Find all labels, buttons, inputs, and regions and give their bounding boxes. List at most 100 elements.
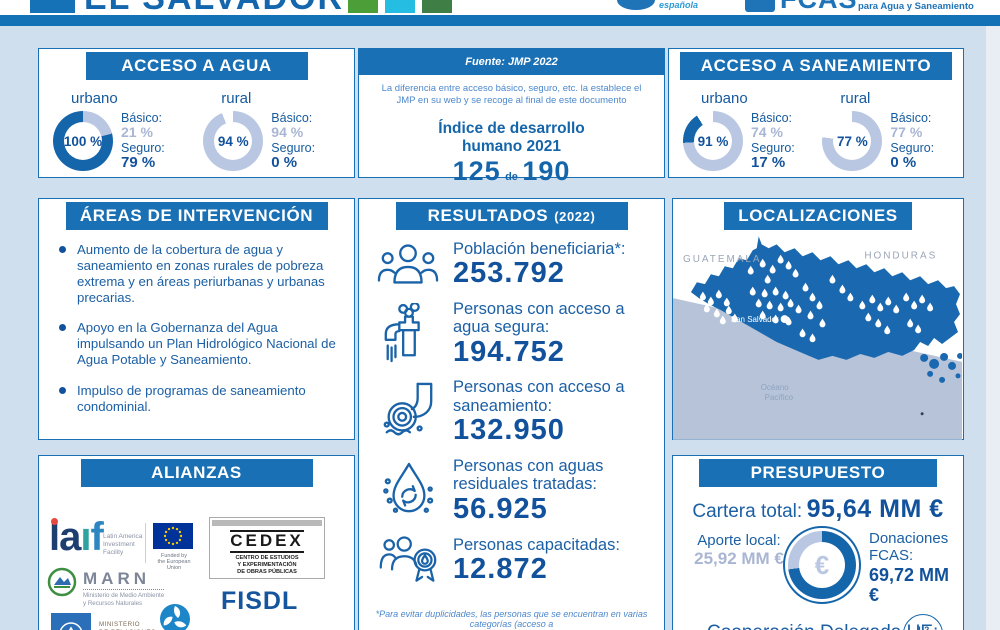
resultados-footnote: *Para evitar duplicidades, las personas … bbox=[375, 609, 648, 629]
cartera-total: Cartera total: 95,64 MM € bbox=[673, 495, 963, 524]
page-header: EL SALVADOR española FCAS para Agua y Sa… bbox=[0, 0, 1000, 15]
areas-title: ÁREAS DE INTERVENCIÓN bbox=[65, 202, 328, 230]
presupuesto-title: PRESUPUESTO bbox=[699, 459, 937, 487]
san-salvador-marker bbox=[780, 315, 789, 324]
cedex-subtitle: CENTRO DE ESTUDIOS Y EXPERIMENTACIÓN DE … bbox=[235, 554, 299, 575]
donut-agua-rural: 94 % bbox=[203, 111, 264, 171]
san-salvador-label: San Salvador bbox=[731, 315, 779, 324]
marn-label: MARN bbox=[83, 569, 150, 588]
basico-value: 21 % bbox=[121, 124, 153, 140]
trained-people-icon bbox=[375, 535, 441, 585]
cedex-logo: CEDEX CENTRO DE ESTUDIOS Y EXPERIMENTACI… bbox=[209, 517, 325, 579]
acceso-agua-title: ACCESO A AGUA bbox=[85, 52, 308, 80]
donaciones-value: 69,72 MM € bbox=[869, 564, 950, 606]
resultados-title: RESULTADOS (2022) bbox=[395, 202, 628, 230]
oceano-label: Océano bbox=[761, 383, 789, 392]
areas-intervencion-panel: ÁREAS DE INTERVENCIÓN Aumento de la cobe… bbox=[38, 198, 355, 440]
sewer-pipe-icon bbox=[375, 382, 441, 442]
guatemala-label: GUATEMALA bbox=[683, 254, 762, 265]
donut-center-value: 77 % bbox=[836, 133, 868, 149]
pacific-ocean bbox=[673, 298, 962, 440]
delegada-value-circle: 1,2 MM € bbox=[903, 614, 943, 630]
resultado-label: Personas capacitadas: bbox=[453, 535, 620, 554]
el-salvador-shape bbox=[690, 236, 961, 360]
donut-center-value: 100 % bbox=[63, 133, 103, 149]
acceso-agua-panel: ACCESO A AGUA urbano 100 % Básico: 21 % … bbox=[38, 48, 355, 178]
seguro-label: Seguro: bbox=[751, 140, 795, 155]
basico-value: 94 % bbox=[271, 124, 304, 140]
idh-rank-value: 125 bbox=[452, 156, 501, 187]
seguro-label: Seguro: bbox=[271, 140, 316, 155]
cartera-value: 95,64 MM € bbox=[806, 495, 944, 523]
seguro-value: 0 % bbox=[890, 153, 917, 171]
fonseca-islands bbox=[920, 352, 962, 416]
donut-center-value: 91 % bbox=[697, 133, 729, 149]
laif-logo: laı f bbox=[49, 515, 104, 559]
resultado-value: 56.925 bbox=[453, 492, 548, 525]
laif-i-dot bbox=[51, 518, 58, 525]
marn-emblem-icon bbox=[47, 567, 77, 597]
area-item: Aumento de la cobertura de agua y saneam… bbox=[53, 242, 344, 305]
saneamiento-rural-group: rural 77 % Básico: 77 % Seguro: 0 % bbox=[822, 88, 951, 171]
ministerio-exteriores-label: MINISTERIO DE RELACIONES EXTERIORES bbox=[99, 621, 155, 630]
cooperacion-delegada: Cooperación Delegada UE: 1,2 MM € bbox=[673, 614, 963, 630]
acceso-saneamiento-panel: ACCESO A SANEAMIENTO urbano 91 % Básico:… bbox=[668, 48, 964, 178]
group-name: urbano bbox=[701, 90, 748, 107]
gobierno-logo bbox=[51, 613, 91, 630]
aporte-value: 25,92 MM € bbox=[694, 549, 784, 569]
idh-title: Índice de desarrollo humano 2021 bbox=[438, 119, 585, 155]
idh-rank: 125 de 190 bbox=[452, 156, 571, 187]
resultado-poblacion: Población beneficiaria*: 253.792 bbox=[375, 240, 656, 289]
resultado-agua-segura: Personas con acceso a agua segura: 194.7… bbox=[375, 300, 656, 367]
bid-label: BID bbox=[253, 625, 298, 630]
resultados-panel: RESULTADOS (2022) Población beneficiaria*… bbox=[358, 198, 665, 630]
cooperacion-espanola-icon bbox=[617, 0, 655, 10]
donaciones-fcas: Donaciones FCAS: 69,72 MM € bbox=[869, 530, 961, 606]
area-item: Impulso de programas de saneamiento cond… bbox=[53, 383, 344, 415]
resultados-year: (2022) bbox=[554, 208, 596, 224]
page-right-margin bbox=[986, 26, 1000, 630]
aecid-flag-icon bbox=[30, 0, 75, 13]
sdg-icon bbox=[422, 0, 452, 13]
fcas-label: FCAS bbox=[780, 0, 858, 15]
seguro-value: 79 % bbox=[121, 153, 156, 171]
group-name: urbano bbox=[71, 90, 118, 107]
laif-subtitle: Latin America Investment Facility bbox=[103, 533, 143, 557]
sdg-icon bbox=[385, 0, 415, 13]
resultado-aguas-residuales: Personas con aguas residuales tratadas: … bbox=[375, 457, 656, 524]
basico-value: 74 % bbox=[751, 124, 783, 140]
water-recycle-icon bbox=[375, 460, 441, 520]
people-group-icon bbox=[375, 241, 441, 287]
basico-label: Básico: bbox=[121, 111, 162, 125]
localizaciones-panel: LOCALIZACIONES GUATEMALA HONDURAS San Sa… bbox=[672, 198, 964, 440]
fisdl-logo: FISDL bbox=[221, 587, 299, 615]
aporte-local: Aporte local: 25,92 MM € bbox=[683, 532, 795, 569]
alianzas-title: ALIANZAS bbox=[80, 459, 313, 487]
euro-icon: € bbox=[814, 549, 830, 580]
group-name: rural bbox=[840, 90, 871, 107]
basico-label: Básico: bbox=[751, 111, 792, 125]
basico-label: Básico: bbox=[890, 111, 932, 125]
fcas-tagline: para Agua y Saneamiento bbox=[858, 1, 974, 12]
anda-emblem-icon bbox=[159, 603, 191, 630]
honduras-label: HONDURAS bbox=[864, 250, 937, 261]
donut-saneamiento-urbano: 91 % bbox=[683, 111, 743, 171]
donut-agua-urbano: 100 % bbox=[53, 111, 113, 171]
eu-flag-icon bbox=[153, 523, 193, 549]
donut-center-value: 94 % bbox=[217, 133, 249, 149]
alianzas-panel: ALIANZAS laı f Latin America Investment F… bbox=[38, 455, 355, 630]
resultado-value: 12.872 bbox=[453, 553, 548, 586]
cooperacion-espanola-label: española bbox=[659, 0, 699, 10]
sdg-icon bbox=[348, 0, 378, 13]
basico-label: Básico: bbox=[271, 111, 313, 125]
seguro-label: Seguro: bbox=[890, 140, 935, 155]
acceso-saneamiento-title: ACCESO A SANEAMIENTO bbox=[680, 52, 952, 80]
seguro-value: 17 % bbox=[751, 153, 786, 171]
fuente-panel: Fuente: JMP 2022 La diferencia entre acc… bbox=[358, 48, 665, 186]
localizaciones-title: LOCALIZACIONES bbox=[724, 202, 912, 230]
agua-rural-group: rural 94 % Básico: 94 % Seguro: 0 % bbox=[203, 88, 342, 171]
country-title: EL SALVADOR bbox=[84, 0, 344, 15]
resultado-label: Personas con aguas residuales tratadas: bbox=[453, 456, 604, 494]
delegada-label: Cooperación Delegada UE: bbox=[707, 622, 938, 630]
